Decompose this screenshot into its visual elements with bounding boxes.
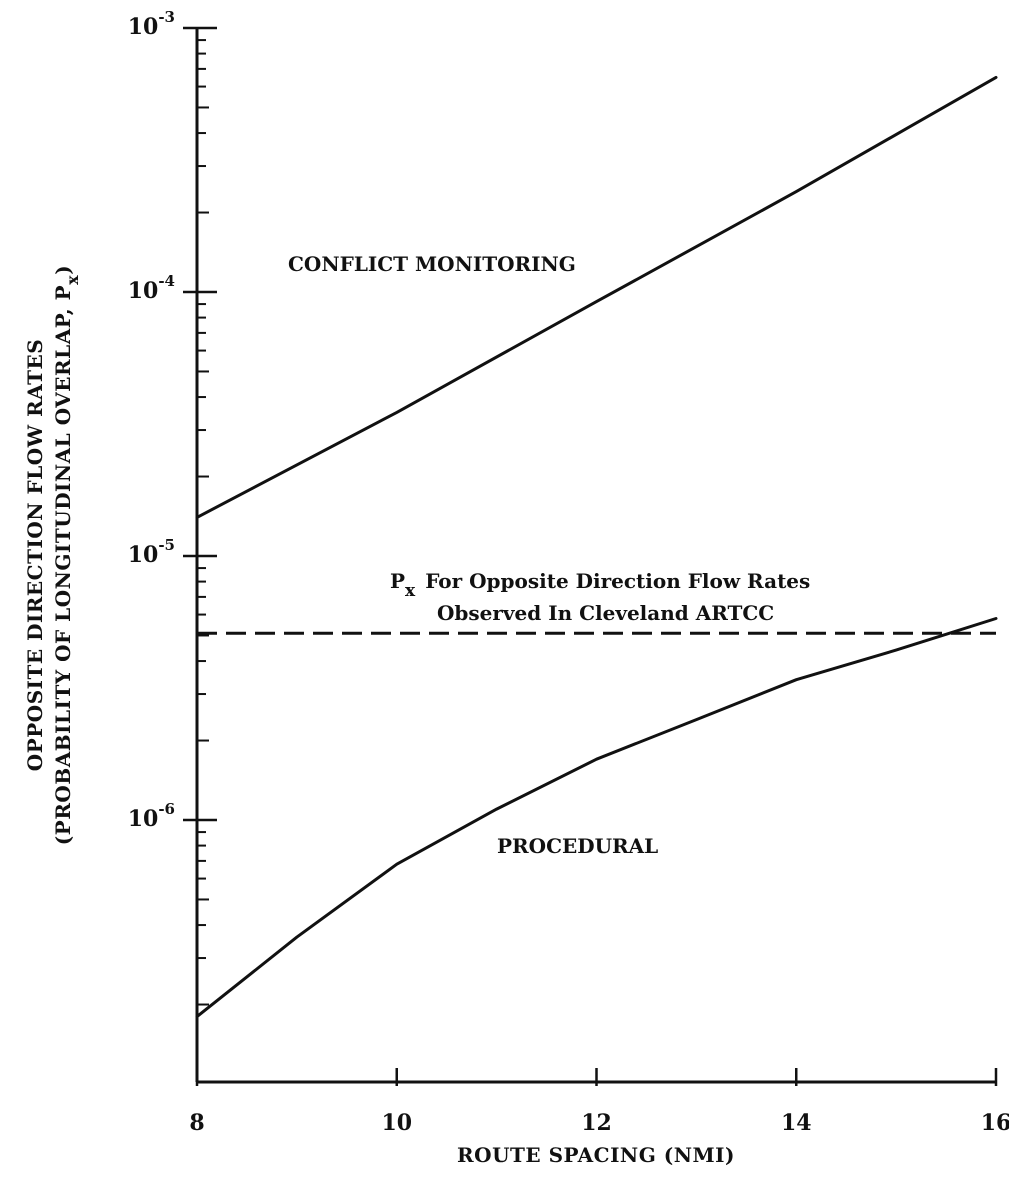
y-tick-label: 10-6 [128, 800, 175, 832]
reference-label-line1: Px For Opposite Direction Flow Rates [390, 569, 810, 601]
y-axis-title-line1: OPPOSITE DIRECTION FLOW RATES [23, 339, 47, 771]
series-line-2 [195, 617, 998, 1019]
series-line-1 [195, 75, 998, 519]
labels: 10-3 10-4 10-5 10-6 8 10 12 14 16 CONFLICT MONITO… [23, 8, 1009, 1167]
axes [183, 26, 998, 1086]
series-label-procedural: PROCEDURAL [497, 834, 658, 858]
y-tick-label: 10-3 [128, 8, 175, 40]
x-tick-label: 8 [189, 1110, 204, 1136]
y-tick-label: 10-5 [128, 536, 175, 568]
y-axis-title-line2: (PROBABILITY OF LONGITUDINAL OVERLAP, Px… [51, 265, 82, 845]
y-tick-label: 10-4 [128, 272, 175, 304]
x-tick-label: 10 [381, 1110, 412, 1136]
reference-label-line2: Observed In Cleveland ARTCC [437, 601, 774, 625]
x-tick-label: 12 [581, 1110, 612, 1136]
x-tick-label: 16 [981, 1110, 1009, 1136]
y-axis-title: OPPOSITE DIRECTION FLOW RATES (PROBABILIT… [23, 265, 82, 845]
x-axis-title: ROUTE SPACING (NMI) [457, 1143, 735, 1167]
x-tick-label: 14 [781, 1110, 812, 1136]
series-layer [195, 75, 998, 1019]
minor-ticks [197, 39, 209, 1006]
series-label-conflict-monitoring: CONFLICT MONITORING [288, 252, 576, 276]
